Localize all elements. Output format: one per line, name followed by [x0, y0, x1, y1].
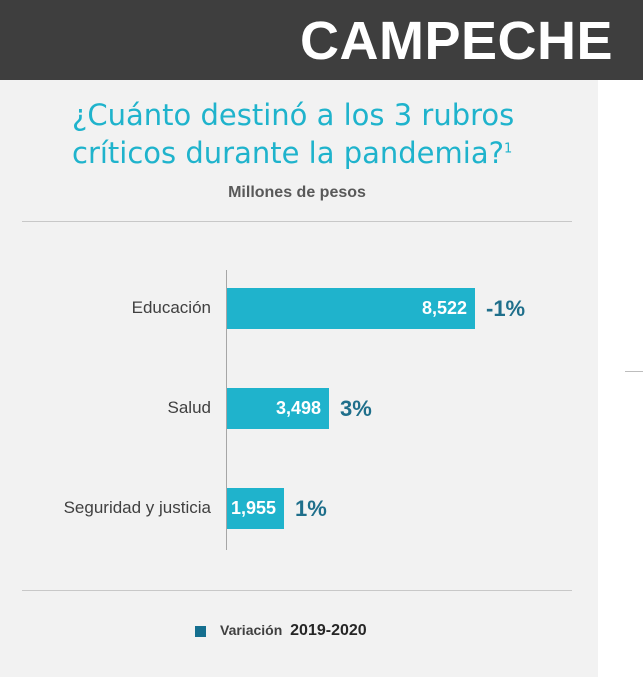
category-label: Salud	[167, 398, 211, 417]
header-bar	[0, 0, 643, 80]
legend-swatch	[195, 625, 206, 637]
variation-label: 1%	[295, 496, 327, 521]
legend-years: 2019-2020	[290, 622, 367, 639]
right-divider	[625, 371, 643, 372]
variation-label: 3%	[340, 396, 372, 421]
bar	[227, 288, 475, 329]
bar	[227, 388, 329, 429]
right-blank-area	[598, 80, 643, 677]
state-name: CAMPECHE	[299, 11, 613, 71]
legend-text: Variación 2019-2020	[220, 622, 367, 640]
category-label: Seguridad y justicia	[63, 498, 211, 517]
legend: Variación 2019-2020	[195, 622, 367, 640]
bar-value-label: 1,955	[230, 498, 276, 518]
chart-title: ¿Cuánto destinó a los 3 rubros críticos …	[72, 96, 542, 172]
chart-panel	[0, 80, 598, 677]
top-divider	[22, 221, 572, 222]
category-label: Educación	[131, 298, 211, 317]
bottom-divider	[22, 590, 572, 591]
title-footnote: 1	[503, 141, 513, 157]
chart-subtitle: Millones de pesos	[228, 184, 366, 201]
bar-value-label: 3,498	[275, 398, 321, 418]
bar-value-label: 8,522	[421, 298, 467, 318]
category-axis-line	[226, 270, 227, 550]
chart-title-text: ¿Cuánto destinó a los 3 rubros críticos …	[72, 98, 515, 170]
bar	[227, 488, 284, 529]
legend-label: Variación	[220, 622, 283, 638]
variation-label: -1%	[486, 296, 526, 321]
